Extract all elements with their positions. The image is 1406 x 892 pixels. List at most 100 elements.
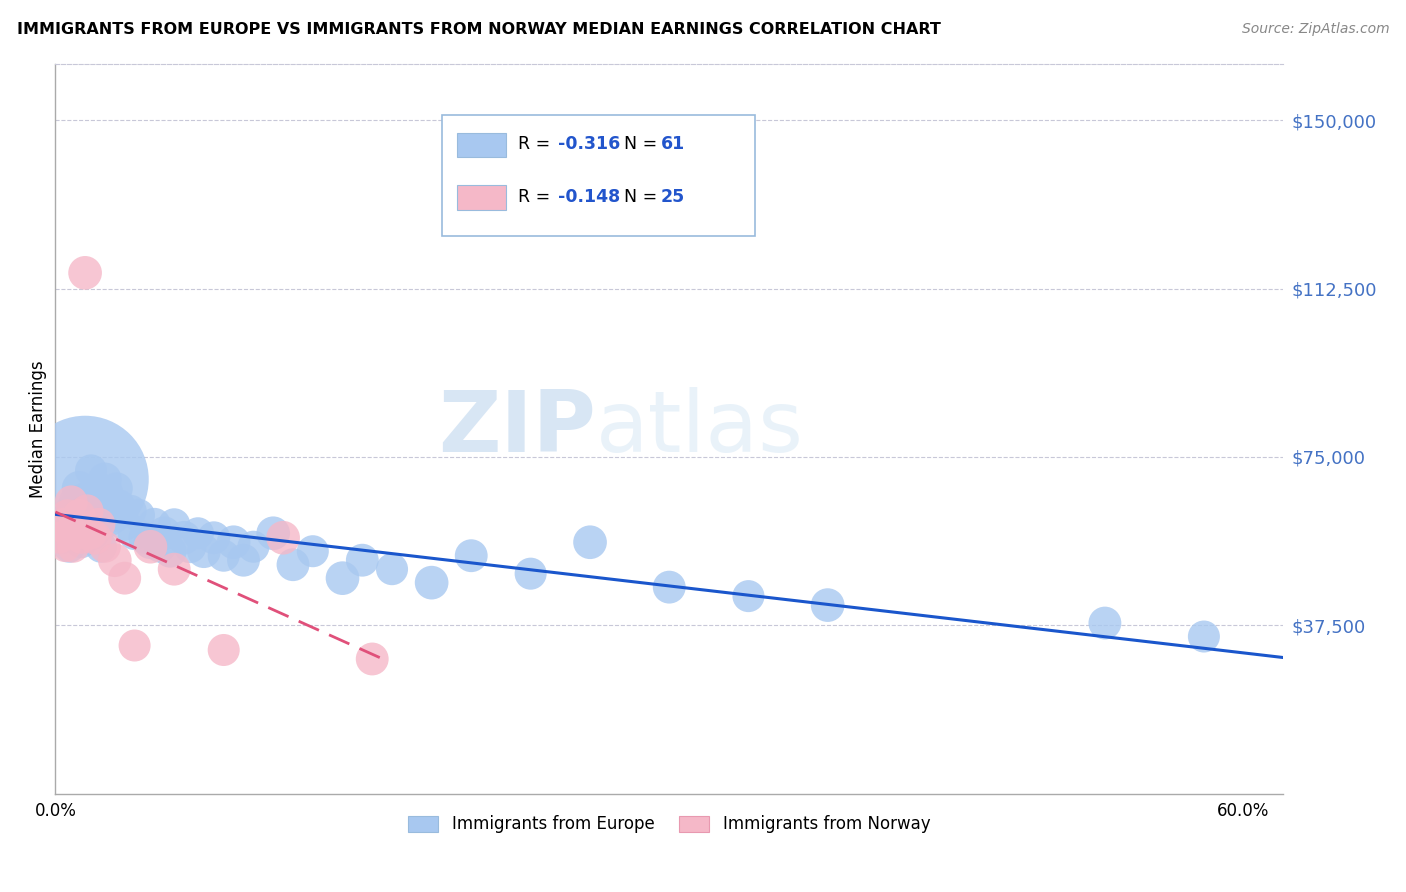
Point (60, 495, 83, 509)
Point (460, 549, 482, 563)
Point (222, 535, 245, 549)
Point (100, 495, 122, 509)
Point (72, 500, 94, 514)
Point (120, 504, 142, 518)
Point (58, 526, 80, 541)
Point (84, 495, 107, 509)
Point (212, 549, 235, 563)
Point (66, 526, 89, 541)
Point (94, 472, 117, 486)
Point (53, 517, 76, 532)
Point (149, 540, 172, 554)
Point (56, 508, 79, 523)
Text: 61: 61 (661, 136, 685, 153)
Point (193, 544, 215, 558)
Bar (457, 186, 506, 210)
Point (262, 526, 284, 541)
FancyBboxPatch shape (441, 115, 755, 235)
Point (124, 639, 146, 653)
Point (82, 526, 104, 541)
Point (80, 463, 103, 477)
Point (128, 508, 150, 523)
Point (66, 508, 89, 523)
Point (1094, 615, 1116, 630)
Point (242, 540, 264, 554)
Point (70, 535, 93, 549)
Point (67, 508, 90, 523)
Point (62, 540, 84, 554)
Point (48, 531, 70, 545)
Point (70, 531, 93, 545)
Text: IMMIGRANTS FROM EUROPE VS IMMIGRANTS FROM NORWAY MEDIAN EARNINGS CORRELATION CHA: IMMIGRANTS FROM EUROPE VS IMMIGRANTS FRO… (17, 22, 941, 37)
Point (124, 526, 146, 541)
Y-axis label: Median Earnings: Median Earnings (30, 360, 46, 498)
Point (76, 491, 98, 505)
Point (301, 544, 323, 558)
Point (202, 531, 225, 545)
Point (187, 526, 209, 541)
Legend: Immigrants from Europe, Immigrants from Norway: Immigrants from Europe, Immigrants from … (402, 809, 936, 840)
Point (658, 580, 681, 594)
Point (817, 598, 839, 612)
Point (114, 571, 136, 585)
Point (381, 562, 404, 576)
Point (163, 562, 186, 576)
Point (153, 526, 176, 541)
Point (75, 266, 97, 280)
Point (76, 504, 98, 518)
Point (107, 500, 129, 514)
Point (173, 531, 195, 545)
Text: Source: ZipAtlas.com: Source: ZipAtlas.com (1241, 22, 1389, 37)
Point (105, 481, 128, 495)
Point (352, 553, 374, 567)
Point (63, 495, 86, 509)
Text: 25: 25 (661, 188, 685, 206)
Point (62, 526, 84, 541)
Point (63, 517, 86, 532)
Point (58, 540, 80, 554)
Text: N =: N = (624, 188, 662, 206)
Point (96, 486, 118, 500)
Point (94, 540, 117, 554)
Point (737, 589, 759, 603)
Point (86, 508, 108, 523)
Point (179, 540, 201, 554)
Point (75, 472, 97, 486)
Bar (457, 133, 506, 158)
Text: -0.316: -0.316 (558, 136, 620, 153)
Point (139, 535, 162, 549)
Text: N =: N = (624, 136, 662, 153)
Point (232, 553, 254, 567)
Point (139, 540, 162, 554)
Point (114, 517, 136, 532)
Point (87, 517, 110, 532)
Text: R =: R = (519, 188, 555, 206)
Point (159, 544, 181, 558)
Text: R =: R = (519, 136, 555, 153)
Point (104, 508, 127, 523)
Text: -0.148: -0.148 (558, 188, 620, 206)
Point (134, 531, 156, 545)
Point (51, 531, 73, 545)
Point (1192, 630, 1215, 644)
Point (332, 571, 354, 585)
Point (87, 481, 110, 495)
Point (84, 531, 107, 545)
Text: atlas: atlas (596, 387, 804, 470)
Point (77, 517, 100, 532)
Point (90, 540, 112, 554)
Point (53, 540, 76, 554)
Point (80, 526, 103, 541)
Point (212, 643, 235, 657)
Point (519, 566, 541, 581)
Point (361, 652, 384, 666)
Point (60, 504, 83, 518)
Point (281, 558, 304, 572)
Point (271, 531, 294, 545)
Point (97, 504, 120, 518)
Text: ZIP: ZIP (437, 387, 596, 470)
Point (163, 517, 186, 532)
Point (52, 517, 75, 532)
Point (143, 517, 166, 532)
Point (579, 535, 602, 549)
